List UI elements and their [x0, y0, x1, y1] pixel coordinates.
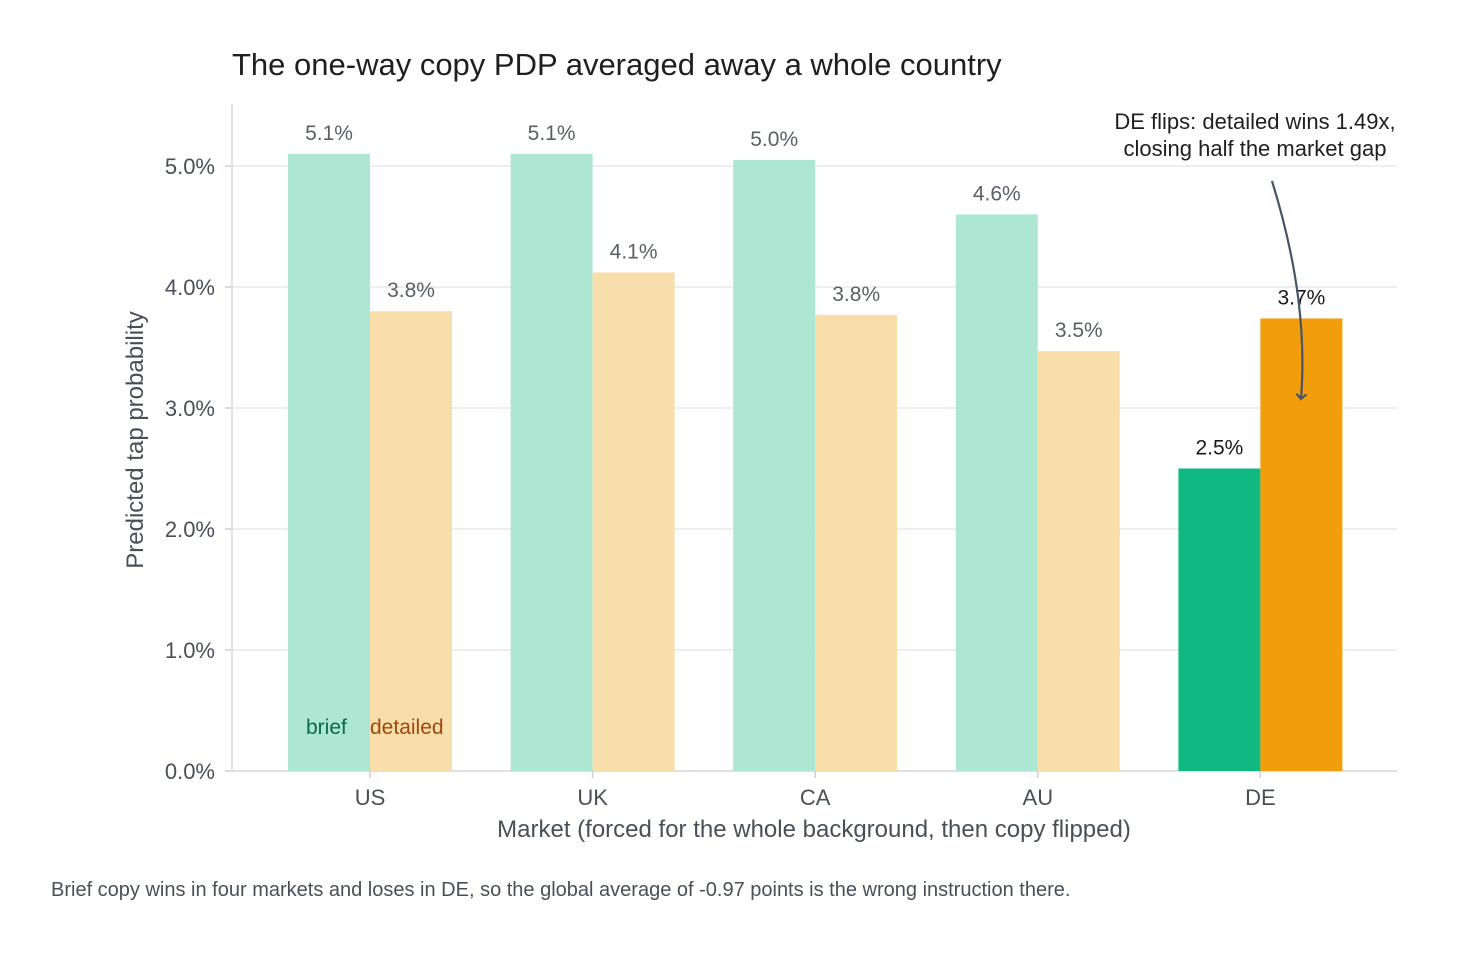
- bar-brief-au: [955, 214, 1038, 771]
- value-label-detailed-de: 3.7%: [1277, 286, 1325, 309]
- legend-detailed: detailed: [370, 716, 444, 739]
- value-label-detailed-ca: 3.8%: [832, 283, 880, 306]
- value-label-brief-uk: 5.1%: [528, 122, 576, 145]
- annotation-arrow: [1270, 180, 1308, 401]
- bar-detailed-us: [370, 311, 452, 771]
- chart-title: The one-way copy PDP averaged away a who…: [232, 47, 1002, 82]
- y-tick-label: 2.0%: [165, 517, 215, 542]
- value-label-brief-de: 2.5%: [1195, 437, 1243, 460]
- annotation-line-1: DE flips: detailed wins 1.49x,: [1114, 109, 1395, 134]
- y-tick-labels: 0.0% 1.0% 2.0% 3.0% 4.0% 5.0%: [165, 154, 215, 784]
- bar-brief-de: [1178, 468, 1261, 771]
- x-tick-label-uk: UK: [577, 785, 608, 810]
- caption: Brief copy wins in four markets and lose…: [51, 879, 1071, 901]
- legend-brief: brief: [306, 716, 347, 739]
- bar-detailed-ca: [815, 314, 898, 771]
- x-tick-label-ca: CA: [800, 785, 831, 810]
- bar-brief-us: [288, 153, 370, 771]
- bars: [288, 153, 1343, 771]
- x-tick-labels: US UK CA AU DE: [355, 771, 1276, 810]
- x-tick-label-au: AU: [1023, 785, 1054, 810]
- bar-brief-uk: [510, 153, 593, 771]
- y-tick-label: 0.0%: [165, 759, 215, 784]
- value-labels: 5.1% 3.8% 5.1% 4.1% 5.0% 3.8% 4.6% 3.5% 2.5% 3.7%: [305, 122, 1325, 460]
- y-tick-label: 1.0%: [165, 638, 215, 663]
- value-label-detailed-au: 3.5%: [1055, 319, 1103, 342]
- x-tick-label-us: US: [355, 785, 386, 810]
- bar-detailed-uk: [592, 272, 675, 771]
- value-label-brief-us: 5.1%: [305, 122, 353, 145]
- value-label-detailed-us: 3.8%: [387, 279, 435, 302]
- value-label-brief-ca: 5.0%: [750, 128, 798, 151]
- value-label-detailed-uk: 4.1%: [610, 240, 658, 263]
- y-axis-title: Predicted tap probability: [122, 311, 149, 568]
- x-axis-title: Market (forced for the whole background,…: [497, 816, 1131, 843]
- bar-brief-ca: [733, 159, 816, 771]
- y-tick-label: 3.0%: [165, 396, 215, 421]
- legend: brief detailed: [306, 716, 444, 739]
- annotation-line-2: closing half the market gap: [1124, 136, 1387, 161]
- x-tick-label-de: DE: [1245, 785, 1276, 810]
- y-tick-label: 4.0%: [165, 275, 215, 300]
- y-tick-label: 5.0%: [165, 154, 215, 179]
- value-label-brief-au: 4.6%: [973, 182, 1021, 205]
- bar-detailed-au: [1037, 351, 1120, 771]
- annotation: DE flips: detailed wins 1.49x, closing h…: [1114, 109, 1396, 401]
